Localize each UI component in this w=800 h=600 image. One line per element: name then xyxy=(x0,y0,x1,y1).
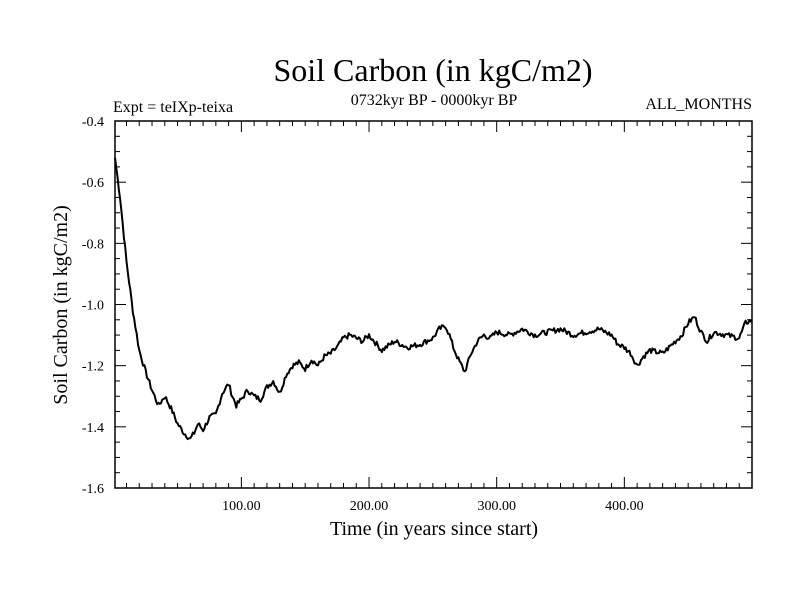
y-tick-label: -0.6 xyxy=(82,176,104,191)
y-axis-label: Soil Carbon (in kgC/m2) xyxy=(50,205,72,404)
months-label: ALL_MONTHS xyxy=(645,96,752,113)
y-tick-label: -0.4 xyxy=(82,115,104,130)
x-tick-label: 300.00 xyxy=(477,499,516,514)
plot-frame xyxy=(114,120,753,489)
axis-tick-labels: 100.00 200.00 300.00 400.00 -1.6 -1.4 -1.2 -1.0… xyxy=(82,115,644,514)
y-tick-label: -1.4 xyxy=(82,421,104,436)
period-label: 0732kyr BP - 0000kyr BP xyxy=(351,92,518,109)
x-axis-label: Time (in years since start) xyxy=(330,518,538,540)
x-tick-label: 400.00 xyxy=(605,499,644,514)
y-tick-label: -0.8 xyxy=(82,237,104,252)
chart-title: Soil Carbon (in kgC/m2) xyxy=(273,52,592,88)
x-tick-label: 100.00 xyxy=(222,499,261,514)
x-tick-label: 200.00 xyxy=(350,499,389,514)
axis-ticks xyxy=(115,120,752,489)
y-tick-label: -1.6 xyxy=(82,482,104,497)
y-tick-label: -1.0 xyxy=(82,299,104,314)
experiment-label: Expt = teIXp-teixa xyxy=(113,99,233,116)
y-tick-label: -1.2 xyxy=(82,360,104,375)
soil-carbon-line xyxy=(114,157,753,441)
